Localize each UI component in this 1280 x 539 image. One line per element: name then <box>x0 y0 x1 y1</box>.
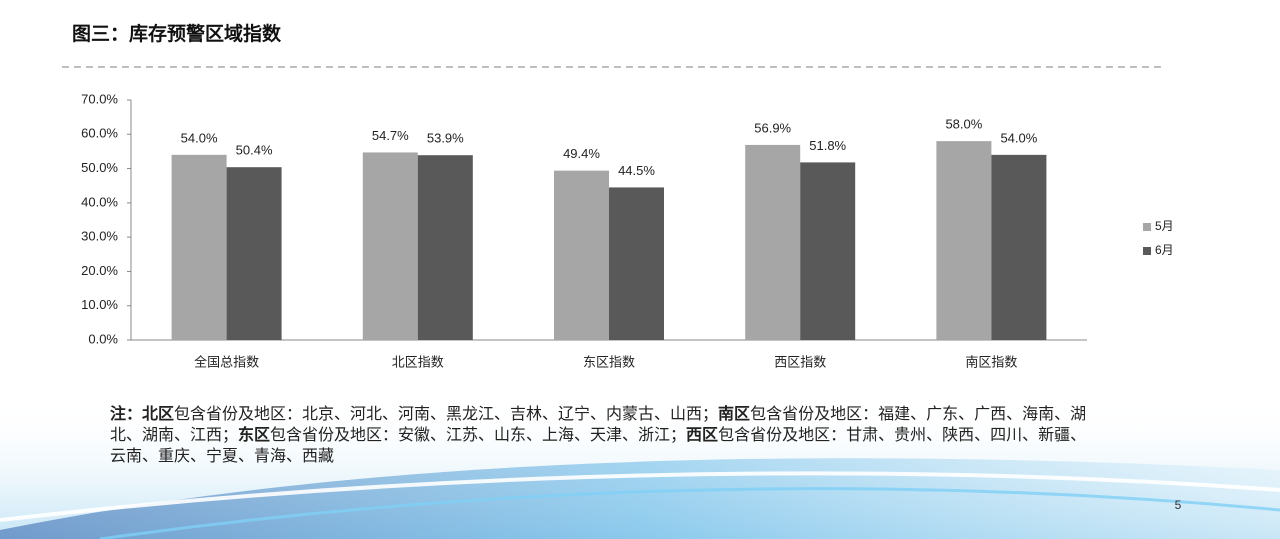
note-text: 包含省份及地区：安徽、江苏、山东、上海、天津、浙江； <box>270 427 687 444</box>
legend-swatch <box>1143 223 1151 231</box>
y-tick-label: 40.0% <box>81 194 118 209</box>
legend-label: 6月 <box>1155 243 1174 257</box>
note-text: 北区 <box>142 406 175 423</box>
bar <box>800 162 856 340</box>
x-tick-label: 北区指数 <box>392 354 444 369</box>
bar <box>362 152 418 340</box>
y-tick-label: 60.0% <box>81 126 118 141</box>
value-label: 44.5% <box>618 163 655 178</box>
x-tick-label: 南区指数 <box>965 354 1017 369</box>
x-tick-label: 西区指数 <box>774 354 826 369</box>
note-text: 包含省份及地区：甘肃、贵州、陕西、四川、新疆、云南、重庆、宁夏、青海、西藏 <box>110 427 1087 465</box>
y-tick-label: 20.0% <box>81 263 118 278</box>
legend-label: 5月 <box>1155 219 1174 233</box>
background-swoosh <box>0 400 1280 539</box>
page-number: 5 <box>1175 498 1182 512</box>
y-tick-label: 70.0% <box>81 91 118 106</box>
bar <box>171 154 227 340</box>
value-label: 51.8% <box>809 138 846 153</box>
value-label: 53.9% <box>427 131 464 146</box>
y-tick-label: 30.0% <box>81 229 118 244</box>
y-tick-label: 10.0% <box>81 297 118 312</box>
note-text: 包含省份及地区：福建、广东、广西、海南、湖北、湖南、江西； <box>110 406 1087 444</box>
bar <box>745 144 801 340</box>
note-text: 注： <box>110 406 143 423</box>
x-tick-label: 全国总指数 <box>194 354 259 369</box>
legend-swatch <box>1143 247 1151 255</box>
note-text: 东区 <box>238 427 271 444</box>
x-tick-label: 东区指数 <box>583 354 635 369</box>
bar <box>609 187 664 340</box>
bar <box>226 167 282 340</box>
bar <box>554 170 609 340</box>
note-text: 西区 <box>686 427 719 444</box>
value-label: 54.0% <box>1000 130 1037 145</box>
value-label: 54.0% <box>181 130 218 145</box>
note: 注：北区包含省份及地区：北京、河北、河南、黑龙江、吉林、辽宁、内蒙古、山西；南区… <box>110 404 1090 467</box>
note-text: 包含省份及地区：北京、河北、河南、黑龙江、吉林、辽宁、内蒙古、山西； <box>174 406 719 423</box>
value-label: 56.9% <box>754 120 791 135</box>
slide-title: 图三：库存预警区域指数 <box>72 22 282 45</box>
value-label: 58.0% <box>945 117 982 132</box>
value-label: 54.7% <box>372 128 409 143</box>
note-text: 南区 <box>718 406 751 423</box>
bar <box>991 154 1047 340</box>
value-label: 49.4% <box>563 146 600 161</box>
value-label: 50.4% <box>236 143 273 158</box>
y-tick-label: 50.0% <box>81 160 118 175</box>
bar <box>417 155 473 340</box>
y-tick-label: 0.0% <box>88 331 118 346</box>
bar <box>936 141 992 340</box>
